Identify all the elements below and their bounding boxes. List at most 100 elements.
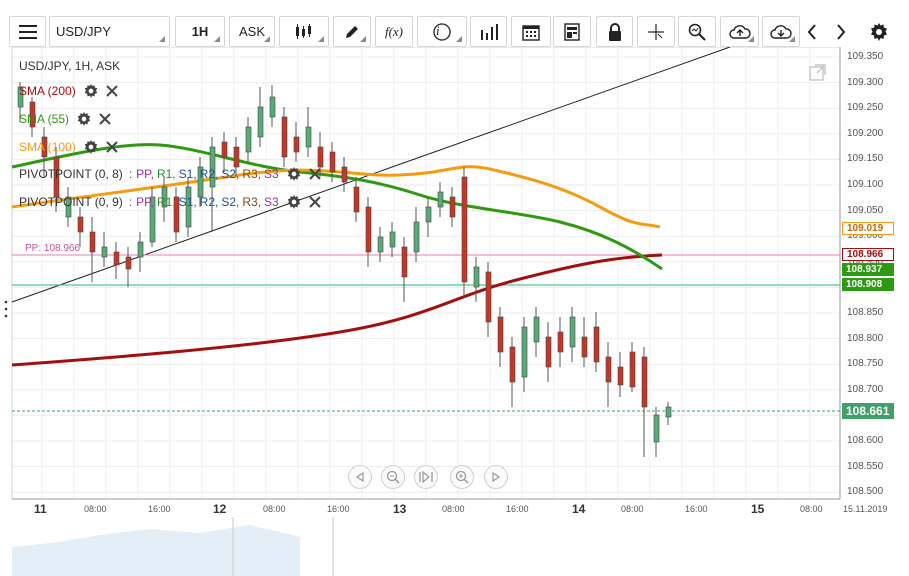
panel-drag-handle[interactable] <box>4 299 8 319</box>
sma200-settings-icon[interactable] <box>84 84 98 98</box>
lock-button[interactable] <box>596 16 633 47</box>
crosshair-button[interactable] <box>637 16 675 47</box>
chart-type-button[interactable] <box>279 16 329 47</box>
pivot2-r2: R2, <box>199 195 219 209</box>
menu-button[interactable] <box>9 16 46 47</box>
fullscreen-button[interactable] <box>808 62 828 82</box>
scroll-right-button[interactable] <box>830 16 852 47</box>
pivot1-r3: R3, <box>242 167 262 181</box>
sma200-close-icon[interactable] <box>105 85 118 97</box>
pivot2-close-icon[interactable] <box>309 196 321 208</box>
candle-body <box>197 166 204 198</box>
sma55-close-icon[interactable] <box>99 113 111 125</box>
candle-body <box>665 406 672 418</box>
chart-plot[interactable] <box>0 47 909 576</box>
zoom-button[interactable] <box>678 16 716 47</box>
navigator-area <box>12 525 300 576</box>
price-axis-label: 109.350 <box>847 51 884 62</box>
settings-button[interactable] <box>866 16 892 47</box>
candle-body <box>545 336 552 368</box>
pivot2-r1: R1, <box>156 195 176 209</box>
hour-label: 16:00 <box>327 504 350 514</box>
price-tag-sma100: 109.019 <box>842 222 894 235</box>
candle-body <box>257 106 264 138</box>
calendar-button[interactable] <box>511 16 551 47</box>
pivot2-s3: S3 <box>264 195 279 209</box>
nav-back-button[interactable] <box>348 465 372 489</box>
sma100-close-icon[interactable] <box>105 141 118 153</box>
candlestick-icon <box>296 23 311 39</box>
sma55-curve <box>11 143 663 271</box>
pivot1-pp: PP, <box>136 167 154 181</box>
candle-body <box>149 196 156 243</box>
candle-body <box>293 136 300 153</box>
candle-body <box>449 196 456 218</box>
dropdown-triangle-icon <box>318 36 324 42</box>
info-circle-icon <box>433 22 451 41</box>
price-type-select[interactable]: ASK <box>229 16 275 47</box>
chevron-left-icon <box>807 23 816 40</box>
candle-body <box>29 101 36 128</box>
hour-label: 08:00 <box>263 504 286 514</box>
chart-area[interactable]: USD/JPY, 1H, ASK SMA (200) SMA (55) SMA … <box>0 47 909 576</box>
sma55-settings-icon[interactable] <box>77 112 91 126</box>
candle-body <box>137 241 144 258</box>
candle-body <box>53 156 60 198</box>
download-button[interactable] <box>762 16 800 47</box>
hour-label: 08:00 <box>84 504 107 514</box>
nav-reset-button[interactable] <box>414 465 438 489</box>
legend-sma100: SMA (100) <box>19 140 118 154</box>
candle-body <box>605 356 612 383</box>
hour-label: 16:00 <box>685 504 708 514</box>
volume-button[interactable] <box>470 16 507 47</box>
candle-body <box>161 186 168 208</box>
candle-body <box>353 186 360 213</box>
sma100-settings-icon[interactable] <box>84 140 98 154</box>
candle-body <box>281 116 288 158</box>
legend-pivot-2: PIVOTPOINT (0, 9) : PP, R1, S1, R2, S2, … <box>19 195 321 209</box>
pivot1-settings-icon[interactable] <box>287 167 301 181</box>
price-axis-label: 109.000 <box>847 230 884 242</box>
cloud-download-icon <box>770 24 792 39</box>
scroll-left-button[interactable] <box>801 16 823 47</box>
dropdown-triangle-icon <box>360 36 366 42</box>
candle-body <box>617 366 624 386</box>
nav-zoom-in-button[interactable] <box>450 465 474 489</box>
price-tag-pp: 108.966 <box>842 248 894 261</box>
price-axis-label: 109.100 <box>847 179 884 190</box>
pivot1-close-icon[interactable] <box>309 168 321 180</box>
pivot2-pp: PP, <box>136 195 154 209</box>
candle-body <box>41 136 48 158</box>
candle-body <box>509 346 516 383</box>
dropdown-triangle-icon <box>159 36 165 42</box>
hour-label: 08:00 <box>800 504 823 514</box>
candle-body <box>221 141 228 158</box>
timeframe-select[interactable]: 1H <box>175 16 225 47</box>
fx-icon: f(x) <box>384 23 404 39</box>
toolbar: USD/JPY 1H ASK f(x) i <box>0 0 909 47</box>
draw-tool-button[interactable] <box>333 16 371 47</box>
upload-button[interactable] <box>720 16 759 47</box>
info-button[interactable]: i <box>417 16 467 47</box>
price-tag-sma200: 108.908 <box>842 278 894 291</box>
template-button[interactable] <box>553 16 591 47</box>
indicators-button[interactable]: f(x) <box>375 16 413 47</box>
nav-zoom-out-button[interactable] <box>381 465 405 489</box>
price-axis-label: 109.150 <box>847 153 884 165</box>
candle-body <box>425 206 432 223</box>
candle-body <box>461 176 468 283</box>
symbol-select[interactable]: USD/JPY <box>49 16 170 47</box>
legend-pivot-1: PIVOTPOINT (0, 8) : PP, R1, S1, R2, S2, … <box>19 167 321 181</box>
pivot2-settings-icon[interactable] <box>287 195 301 209</box>
price-axis-label: 109.050 <box>847 204 884 216</box>
nav-forward-button[interactable] <box>484 465 508 489</box>
candle-body <box>125 256 132 270</box>
price-axis-label: 108.950 <box>847 255 884 267</box>
pivot2-s2: S2, <box>221 195 240 209</box>
pp-line-label: PP: 108.966 <box>25 243 81 254</box>
candle-body <box>593 326 600 363</box>
candle-body <box>77 216 84 233</box>
zoom-out-icon <box>386 470 400 484</box>
triangle-left-icon <box>355 472 364 482</box>
day-label: 13 <box>393 502 407 516</box>
